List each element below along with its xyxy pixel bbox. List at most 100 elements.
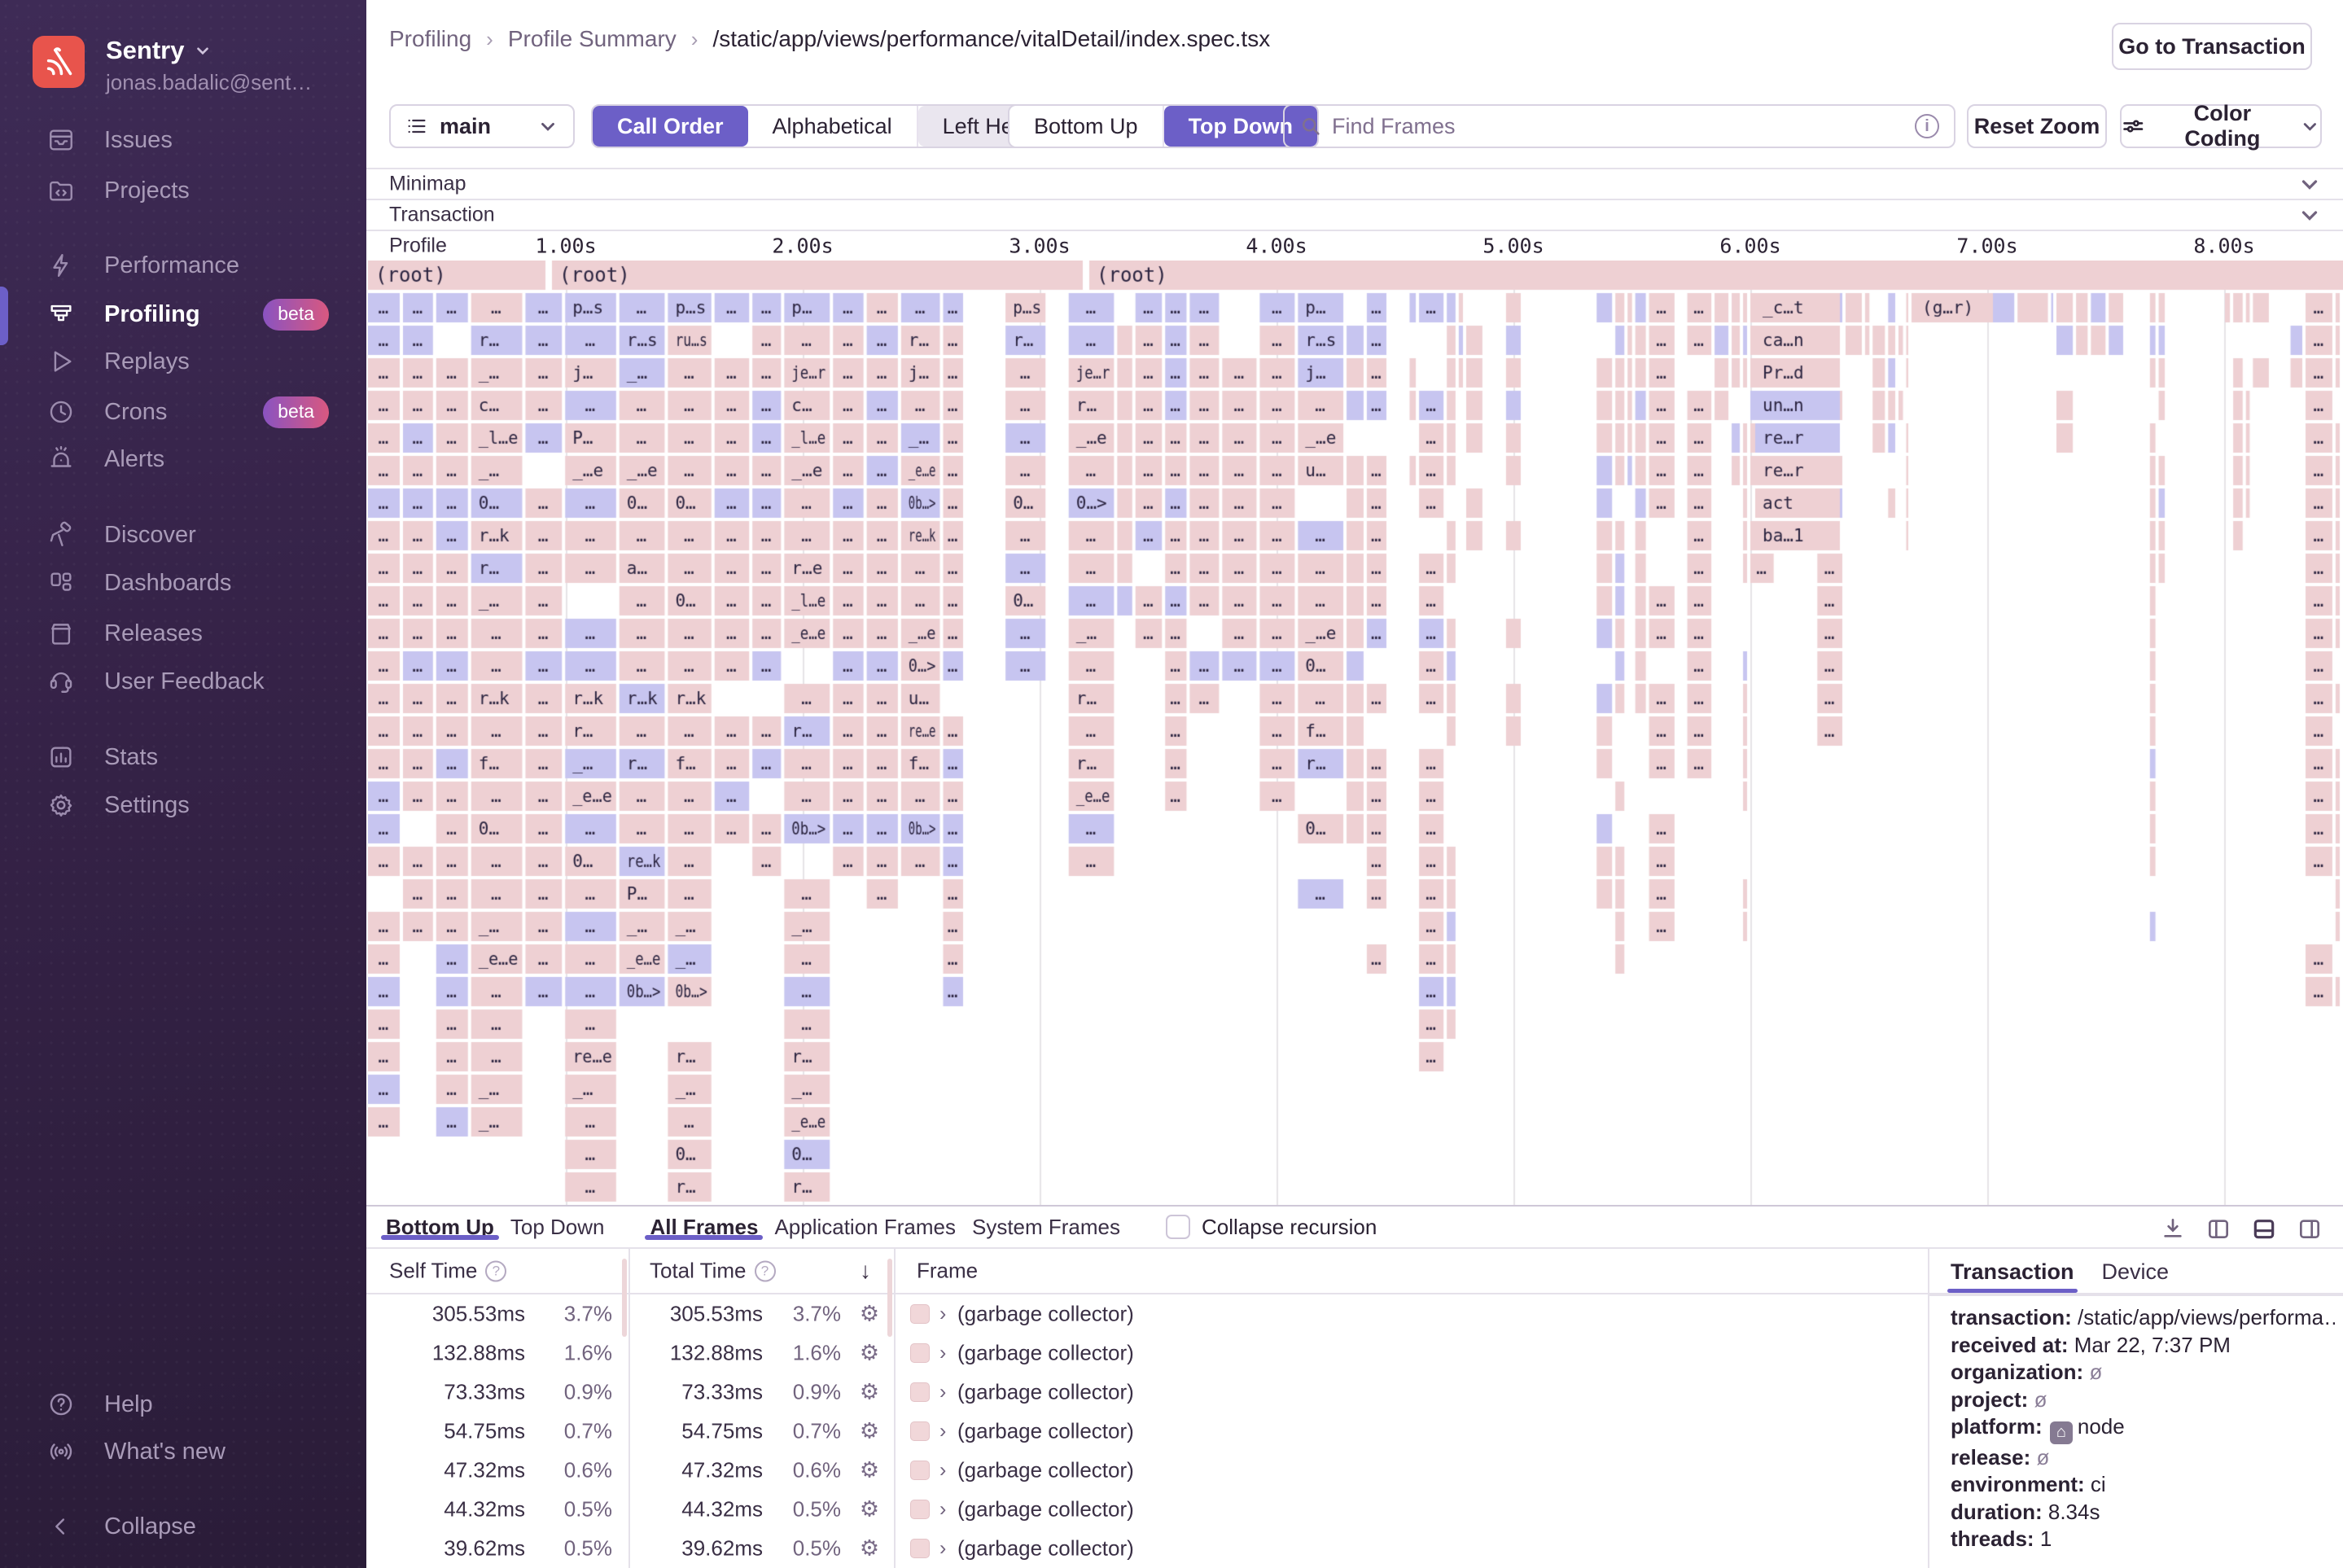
collapse-recursion-checkbox[interactable] (1166, 1215, 1191, 1239)
total-time-pct: 0.5% (792, 1496, 841, 1522)
self-time-pct: 0.9% (563, 1379, 612, 1404)
sidebar-item-stats[interactable]: Stats (0, 733, 366, 782)
gear-icon[interactable]: ⚙ (859, 1535, 880, 1561)
frame-name: (garbage collector) (957, 1535, 1134, 1561)
sidebar-item-releases[interactable]: Releases (0, 609, 366, 658)
sidebar-item-crons[interactable]: Crons beta (0, 388, 366, 436)
flamegraph-canvas[interactable] (368, 261, 2343, 1205)
expand-chevron-icon[interactable]: › (939, 1536, 947, 1560)
expand-chevron-icon[interactable]: › (939, 1458, 947, 1482)
sidebar-item-profiling[interactable]: Profiling beta (0, 290, 366, 339)
tab-system-frames[interactable]: System Frames (971, 1214, 1121, 1239)
sidebar-item-help[interactable]: Help (0, 1380, 366, 1429)
table-row[interactable]: 132.88ms 1.6% 132.88ms 1.6% ⚙ › (garbage colle… (366, 1334, 1928, 1373)
transaction-strip[interactable]: Transaction (366, 199, 2343, 230)
table-row[interactable]: 47.32ms 0.6% 47.32ms 0.6% ⚙ › (garbage collect… (366, 1451, 1928, 1490)
total-time-header[interactable]: Total Time (650, 1258, 747, 1283)
arrow-down-icon[interactable]: ↓ (860, 1258, 871, 1283)
column-divider[interactable] (628, 1249, 630, 1568)
gear-icon[interactable]: ⚙ (859, 1379, 880, 1404)
gear-icon[interactable]: ⚙ (859, 1340, 880, 1365)
expand-chevron-icon[interactable]: › (939, 1341, 947, 1364)
total-time-ms: 44.32ms (681, 1496, 763, 1522)
find-frames-search[interactable]: i (1283, 104, 1955, 148)
frame-name: (garbage collector) (957, 1301, 1134, 1326)
minimap-strip[interactable]: Minimap (366, 168, 2343, 199)
frame-name: (garbage collector) (957, 1379, 1134, 1404)
sidebar-item-collapse[interactable]: Collapse (0, 1502, 366, 1551)
layout-right-icon[interactable] (2296, 1215, 2323, 1242)
expand-chevron-icon[interactable]: › (939, 1497, 947, 1521)
sidebar-item-performance[interactable]: Performance (0, 241, 366, 290)
thread-selector[interactable]: main (389, 104, 575, 148)
breadcrumb-item[interactable]: Profile Summary (507, 26, 677, 51)
expand-chevron-icon[interactable]: › (939, 1419, 947, 1443)
sidebar-item-dashboards[interactable]: Dashboards (0, 558, 366, 607)
table-row[interactable]: 44.32ms 0.5% 44.32ms 0.5% ⚙ › (garbage collect… (366, 1490, 1928, 1529)
details-tab-transaction[interactable]: Transaction (1947, 1249, 2078, 1294)
reset-zoom-button[interactable]: Reset Zoom (1967, 104, 2107, 148)
frame-color-swatch (910, 1421, 930, 1441)
sidebar-item-projects[interactable]: Projects (0, 166, 366, 215)
table-row[interactable]: 54.75ms 0.7% 54.75ms 0.7% ⚙ › (garbage collect… (366, 1412, 1928, 1451)
detail-field: duration: 8.34s (1951, 1499, 2100, 1524)
discover-icon (46, 519, 77, 550)
gear-icon[interactable]: ⚙ (859, 1457, 880, 1483)
gear-icon[interactable]: ⚙ (859, 1496, 880, 1522)
time-tick: 1.00s (535, 234, 597, 258)
details-tab-device[interactable]: Device (2101, 1259, 2170, 1284)
self-time-ms: 44.32ms (444, 1496, 525, 1522)
table-row[interactable]: 39.62ms 0.5% 39.62ms 0.5% ⚙ › (garbage collect… (366, 1529, 1928, 1568)
layout-left-icon[interactable] (2205, 1215, 2232, 1242)
total-time-ms: 47.32ms (681, 1457, 763, 1483)
layout-bottom-icon[interactable] (2250, 1215, 2278, 1242)
gear-icon[interactable]: ⚙ (859, 1301, 880, 1326)
detail-value: ø (2036, 1444, 2050, 1469)
sidebar-item-label: User Feedback (104, 668, 265, 694)
expand-chevron-icon[interactable]: › (939, 1380, 947, 1404)
search-info-icon[interactable]: i (1915, 114, 1939, 138)
sidebar-item-alerts[interactable]: Alerts (0, 435, 366, 484)
transaction-label: Transaction (389, 203, 495, 226)
total-time-pct: 0.7% (792, 1418, 841, 1443)
total-scrollbar[interactable] (887, 1259, 892, 1337)
detail-field: environment: ci (1951, 1472, 2106, 1497)
gear-icon[interactable]: ⚙ (859, 1418, 880, 1443)
tab-top-down[interactable]: Top Down (510, 1214, 605, 1239)
breadcrumb-item[interactable]: Profiling (389, 26, 472, 51)
sort-option-alphabetical[interactable]: Alphabetical (748, 106, 918, 147)
tab-all-frames[interactable]: All Frames (642, 1215, 766, 1240)
sidebar-item-settings[interactable]: Settings (0, 781, 366, 830)
total-time-info-icon[interactable]: ? (754, 1260, 776, 1281)
download-icon[interactable] (2159, 1215, 2187, 1242)
frame-color-swatch (910, 1343, 930, 1363)
expand-chevron-icon[interactable]: › (939, 1302, 947, 1325)
direction-option-bottom-up[interactable]: Bottom Up (1009, 106, 1164, 147)
tab-bottom-up[interactable]: Bottom Up (378, 1215, 502, 1240)
column-divider[interactable] (894, 1249, 896, 1568)
sidebar-item-discover[interactable]: Discover (0, 510, 366, 559)
sidebar-item-issues[interactable]: Issues (0, 116, 366, 164)
detail-value: ø (2034, 1386, 2047, 1412)
search-input[interactable] (1332, 113, 1905, 139)
table-row[interactable]: 305.53ms 3.7% 305.53ms 3.7% ⚙ › (garbage colle… (366, 1294, 1928, 1334)
go-to-transaction-button[interactable]: Go to Transaction (2112, 23, 2312, 70)
sidebar-item-user-feedback[interactable]: User Feedback (0, 657, 366, 706)
sidebar-item-replays[interactable]: Replays (0, 337, 366, 386)
chevron-down-icon (2304, 123, 2317, 131)
direction-option-top-down[interactable]: Top Down (1163, 106, 1318, 147)
sidebar-item-what-s-new[interactable]: What's new (0, 1427, 366, 1476)
org-name: Sentry (106, 36, 185, 64)
detail-field: threads: 1 (1951, 1526, 2052, 1552)
table-row[interactable]: 73.33ms 0.9% 73.33ms 0.9% ⚙ › (garbage collect… (366, 1373, 1928, 1412)
self-scrollbar[interactable] (622, 1259, 627, 1337)
org-switcher[interactable]: Sentry jonas.badalic@sent… (33, 36, 312, 95)
total-time-pct: 1.6% (792, 1340, 841, 1365)
sort-option-call-order[interactable]: Call Order (593, 106, 748, 147)
color-coding-button[interactable]: Color Coding (2120, 101, 2322, 151)
help-icon (46, 1389, 77, 1420)
tab-application-frames[interactable]: Application Frames (774, 1214, 956, 1239)
frame-header[interactable]: Frame (917, 1258, 979, 1283)
self-time-info-icon[interactable]: ? (485, 1260, 507, 1281)
self-time-header[interactable]: Self Time (389, 1258, 478, 1283)
